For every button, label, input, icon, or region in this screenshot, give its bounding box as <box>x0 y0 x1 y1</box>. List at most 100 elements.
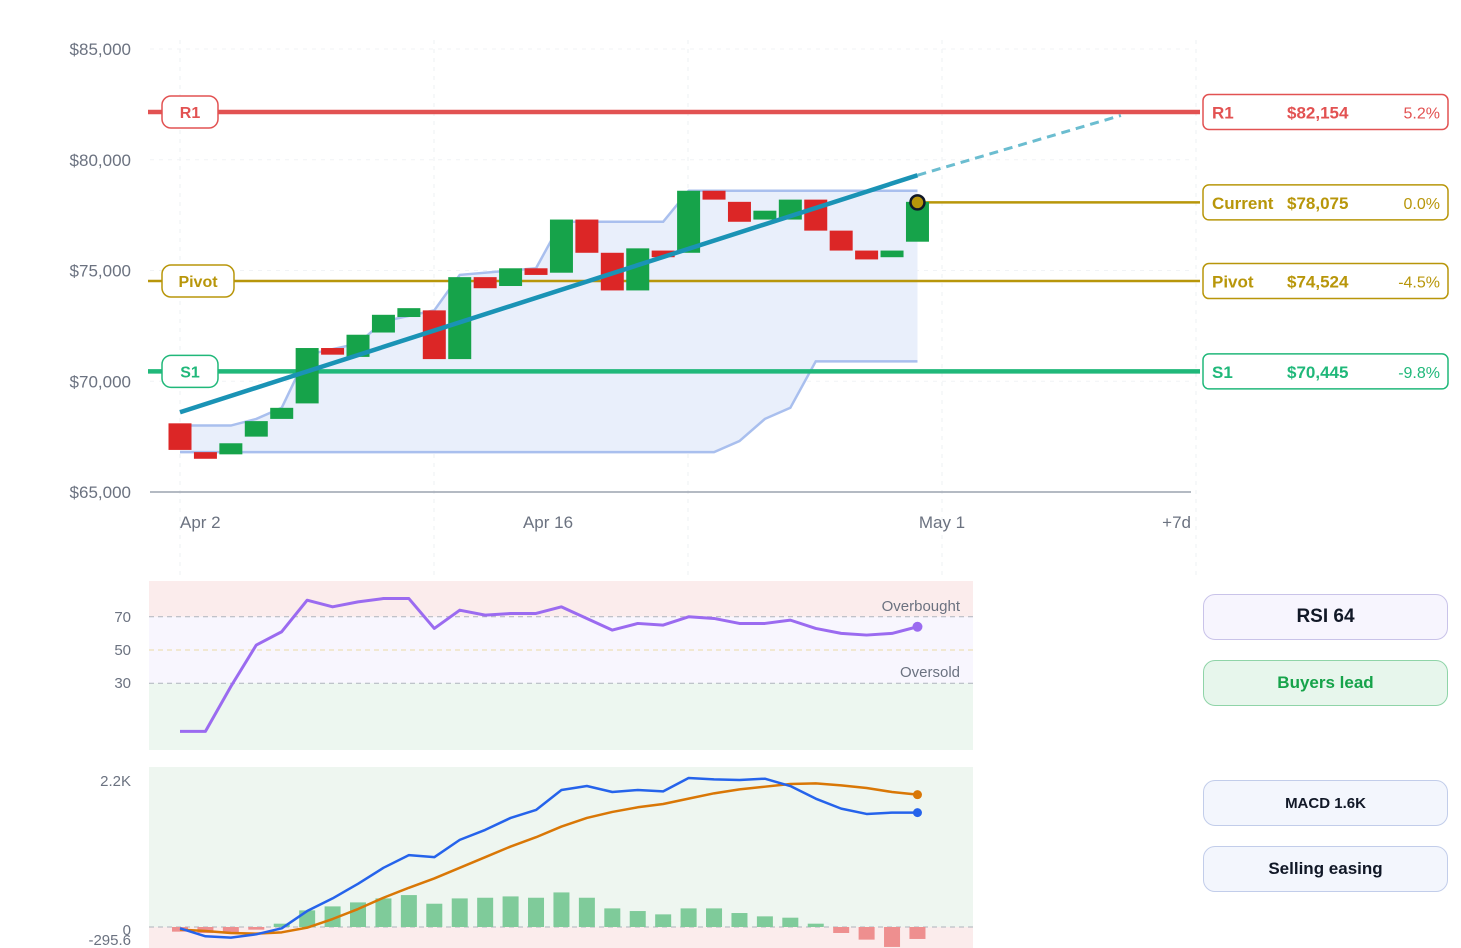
rsi-chart: 70 50 30 Overbought Oversold <box>114 581 973 750</box>
level-tag-label: S1 <box>180 364 200 381</box>
macd-histogram-bar <box>909 927 926 939</box>
candle-down <box>321 348 345 355</box>
rsi-y-tick-label: 70 <box>114 609 131 626</box>
macd-signal-last-point <box>912 790 922 800</box>
macd-negative-zone <box>149 927 973 948</box>
candle-up <box>295 348 319 404</box>
macd-last-point <box>912 808 922 818</box>
level-tag-label: Pivot <box>178 274 218 291</box>
candle-up <box>219 443 243 455</box>
rsi-overbought-label: Overbought <box>882 598 961 615</box>
level-box-r1 <box>1202 93 1449 131</box>
rsi-y-tick-label: 30 <box>114 675 131 692</box>
level-box-value: $70,445 <box>1287 363 1348 382</box>
rsi-oversold-zone <box>149 683 973 750</box>
candle-down <box>829 230 853 251</box>
rsi-last-point <box>912 621 923 632</box>
macd-histogram-bar <box>222 927 239 933</box>
candle-up <box>549 219 573 273</box>
level-box-name: R1 <box>1212 104 1234 123</box>
macd-signal-line <box>179 782 918 935</box>
buyers-lead-label: Buyers lead <box>1277 673 1374 692</box>
macd-histogram-bar <box>731 913 748 927</box>
price-y-tick-label: $85,000 <box>70 40 131 59</box>
level-box-name: Current <box>1212 194 1274 213</box>
candle-up <box>270 407 294 419</box>
macd-histogram-bar <box>477 897 494 927</box>
candle-down <box>702 190 726 200</box>
channel-band <box>180 190 918 453</box>
candle-down <box>575 219 599 253</box>
level-box-pct: -4.5% <box>1398 275 1440 292</box>
price-x-tick-label: Apr 2 <box>180 513 221 532</box>
macd-badge: MACD 1.6K <box>1203 780 1448 826</box>
rsi-oversold-label: Oversold <box>900 664 960 681</box>
level-tag-label: R1 <box>180 105 201 122</box>
rsi-badge-label: RSI 64 <box>1296 606 1355 627</box>
macd-histogram-bar <box>451 898 468 927</box>
current-price-marker <box>909 194 926 211</box>
level-box-current <box>1202 184 1449 221</box>
candle-up <box>244 421 268 437</box>
candle-up <box>905 201 929 242</box>
candle-up <box>448 277 472 360</box>
level-box-name: Pivot <box>1212 273 1254 292</box>
macd-histogram-bar <box>756 916 773 927</box>
candle-down <box>193 452 217 459</box>
level-tag-r1 <box>161 95 219 129</box>
macd-histogram-bar <box>655 914 672 927</box>
price-x-tick-label: May 1 <box>919 513 965 532</box>
price-y-tick-label: $75,000 <box>70 262 131 281</box>
macd-y-tick-label: 2.2K <box>100 773 131 790</box>
level-box-pivot <box>1202 262 1449 300</box>
macd-badge-label: MACD 1.6K <box>1285 794 1366 812</box>
macd-chart: 2.2K 0-295.6 <box>88 767 973 948</box>
macd-y-tick-label: -295.6 <box>88 932 131 948</box>
macd-histogram-bar <box>400 895 417 927</box>
macd-histogram-bar <box>884 927 901 947</box>
selling-easing-badge: Selling easing <box>1203 846 1448 892</box>
level-box-pct: 0.0% <box>1404 196 1440 213</box>
macd-histogram-bar <box>604 908 621 927</box>
macd-histogram-bar <box>858 927 875 940</box>
price-x-tick-label: +7d <box>1162 513 1191 532</box>
level-box-value: $78,075 <box>1287 194 1348 213</box>
trend-projection <box>917 114 1122 177</box>
macd-histogram-bar <box>680 908 697 927</box>
level-box-pct: 5.2% <box>1404 106 1440 123</box>
level-box-name: S1 <box>1212 363 1233 382</box>
candle-up <box>880 250 904 258</box>
macd-histogram-bar <box>782 917 799 927</box>
macd-histogram-bar <box>248 927 265 930</box>
candle-up <box>371 314 395 333</box>
macd-histogram-bar <box>502 896 519 927</box>
level-box-s1 <box>1202 353 1449 390</box>
candle-down <box>422 310 446 360</box>
macd-histogram-bar <box>426 903 443 927</box>
macd-y-tick-label: 0 <box>123 922 131 939</box>
macd-histogram-bar <box>578 897 595 927</box>
candle-down <box>168 423 192 450</box>
price-y-tick-label: $70,000 <box>70 372 131 391</box>
selling-easing-label: Selling easing <box>1268 859 1383 878</box>
macd-histogram-bar <box>706 908 723 927</box>
candle-up <box>499 268 523 287</box>
price-chart: $85,000 $80,000 $75,000 $70,000 $65,000 Apr 2… <box>70 40 1449 575</box>
trend-line <box>179 173 919 415</box>
candle-up <box>397 308 421 318</box>
macd-histogram-bar <box>375 898 392 927</box>
level-box-pct: -9.8% <box>1398 365 1440 382</box>
macd-histogram-bar <box>273 923 290 927</box>
macd-histogram-bar <box>833 927 850 933</box>
candle-down <box>855 250 879 260</box>
macd-histogram-bar <box>528 897 545 927</box>
candle-up <box>677 190 701 253</box>
candle-down <box>473 277 497 289</box>
macd-histogram-bar <box>807 923 824 927</box>
level-tag-pivot <box>161 264 235 298</box>
rsi-line <box>180 597 918 733</box>
candle-down <box>524 268 548 275</box>
candle-down <box>727 201 751 222</box>
channel-lower-line <box>180 360 918 454</box>
